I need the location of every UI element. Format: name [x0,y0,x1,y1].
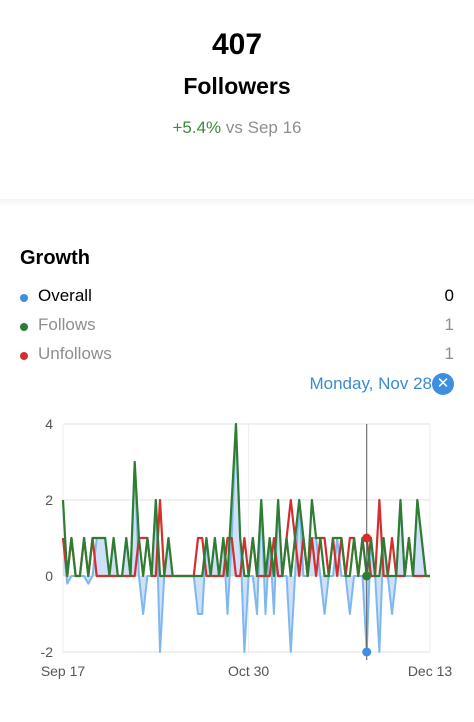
close-icon[interactable]: ✕ [432,373,454,395]
selected-point-overall [362,647,372,657]
x-tick-label: Oct 30 [228,663,269,679]
y-tick-label: 2 [45,492,53,508]
legend-value-overall: 0 [444,286,454,305]
growth-chart[interactable]: -2 0 2 4 Sep 17 Oct 30 Dec 13 [0,400,474,700]
legend-value-follows: 1 [444,315,454,334]
followers-summary: 407 Followers +5.4% vs Sep 16 [0,0,474,200]
x-tick-label: Dec 13 [408,663,453,679]
unfollows-dot-icon [20,352,28,360]
follows-dot-icon [20,323,28,331]
overall-dot-icon [20,294,28,302]
change-percent: +5.4% [172,118,222,137]
change-comparison: vs Sep 16 [225,118,302,137]
followers-label: Followers [183,73,291,99]
followers-count: 407 [211,28,263,61]
legend-value-unfollows: 1 [444,344,454,363]
legend-row-follows: Follows 1 [20,315,454,339]
growth-title: Growth [20,247,90,269]
selected-date[interactable]: Monday, Nov 28 [309,374,432,393]
y-tick-label: 4 [45,416,53,432]
selected-point-unfollows [362,533,372,543]
series-line-overall [62,423,430,653]
legend-name-unfollows: Unfollows [38,344,112,363]
legend-row-unfollows: Unfollows 1 [20,344,454,368]
series-line-follows [61,422,430,578]
section-divider [0,199,474,207]
legend-name-overall: Overall [38,286,92,305]
y-tick-label: -2 [41,644,54,660]
legend-row-overall: Overall 0 [20,286,454,310]
x-tick-label: Sep 17 [41,663,86,679]
selected-point-follows [362,571,372,581]
y-tick-label: 0 [45,568,53,584]
change-line: +5.4% vs Sep 16 [0,118,474,138]
legend-name-follows: Follows [38,315,96,334]
